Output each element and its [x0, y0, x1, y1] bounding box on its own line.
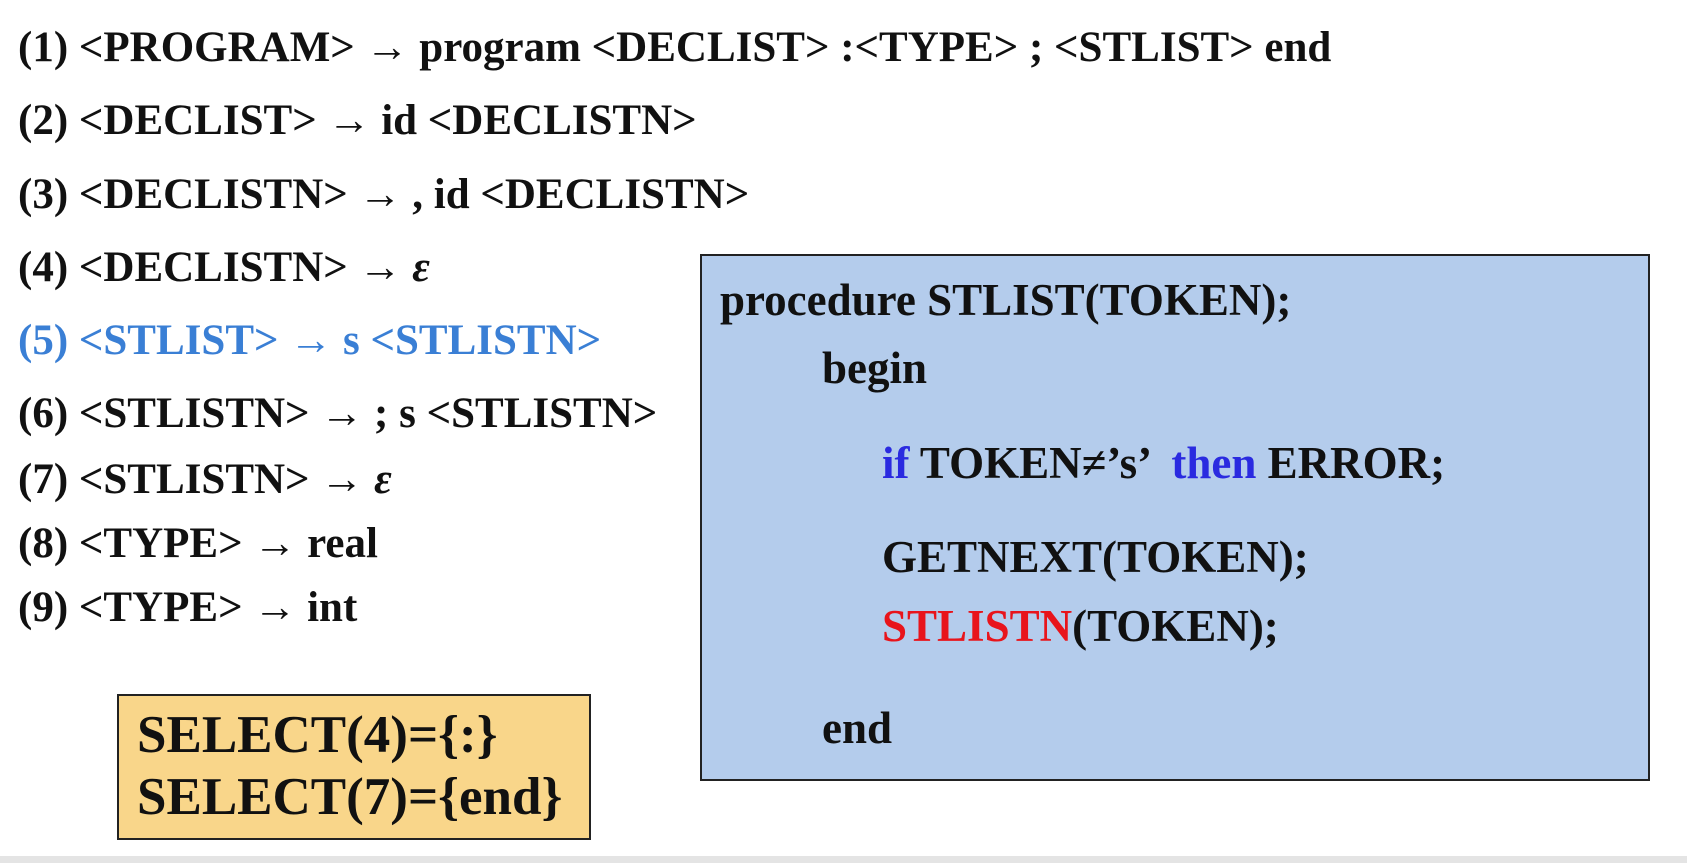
select-7-line: SELECT(7)={end} [137, 768, 563, 826]
rule-text: <STLISTN> → ; s <STLISTN> [78, 390, 658, 437]
rule-text: <STLISTN> → [78, 456, 375, 503]
stlistn-call-args: (TOKEN); [1072, 601, 1279, 651]
rule-text: <STLIST> → s <STLISTN> [78, 317, 602, 364]
epsilon-symbol: ε [412, 244, 430, 291]
rule-number: (4) [18, 244, 69, 291]
rule-number: (2) [18, 97, 69, 144]
rule-number: (7) [18, 456, 69, 503]
then-keyword: then [1171, 438, 1257, 488]
rule-number: (1) [18, 24, 69, 71]
epsilon-symbol: ε [374, 456, 392, 503]
rule-6: (6) <STLISTN> → ; s <STLISTN> [18, 392, 657, 435]
rule-text: <TYPE> → int [78, 584, 358, 631]
rule-3: (3) <DECLISTN> → , id <DECLISTN> [18, 173, 749, 216]
stlistn-call-statement: STLISTN(TOKEN); [882, 604, 1279, 649]
procedure-header: procedure STLIST(TOKEN); [720, 275, 1292, 325]
if-statement: if TOKEN≠’s’ then ERROR; [882, 441, 1445, 486]
if-condition: TOKEN≠’s’ [909, 438, 1161, 488]
procedure-code-box: procedure STLIST(TOKEN); begin if TOKEN≠… [700, 254, 1650, 781]
rule-text: <PROGRAM> → program <DECLIST> :<TYPE> ; … [78, 24, 1332, 71]
rule-4: (4) <DECLISTN> → ε [18, 246, 430, 289]
rule-5-highlighted: (5) <STLIST> → s <STLISTN> [18, 319, 601, 362]
if-keyword: if [882, 438, 910, 488]
rule-2: (2) <DECLIST> → id <DECLISTN> [18, 99, 697, 142]
rule-1: (1) <PROGRAM> → program <DECLIST> :<TYPE… [18, 26, 1331, 69]
select-4-line: SELECT(4)={:} [137, 706, 498, 764]
rule-number: (6) [18, 390, 69, 437]
rule-text: <DECLISTN> → [78, 244, 413, 291]
stlistn-call-name: STLISTN [882, 601, 1073, 651]
rule-number: (8) [18, 520, 69, 567]
rule-number: (9) [18, 584, 69, 631]
getnext-statement: GETNEXT(TOKEN); [882, 532, 1309, 582]
rule-number: (5) [18, 317, 69, 364]
rule-8: (8) <TYPE> → real [18, 522, 378, 565]
end-keyword: end [822, 703, 893, 753]
rule-text: <DECLISTN> → , id <DECLISTN> [78, 171, 750, 218]
rule-text: <TYPE> → real [78, 520, 378, 567]
select-set-box: SELECT(4)={:} SELECT(7)={end} [117, 694, 591, 840]
rule-7: (7) <STLISTN> → ε [18, 458, 392, 501]
begin-keyword: begin [822, 343, 928, 393]
then-action: ERROR; [1256, 438, 1446, 488]
rule-9: (9) <TYPE> → int [18, 586, 357, 629]
rule-text: <DECLIST> → id <DECLISTN> [78, 97, 697, 144]
rule-number: (3) [18, 171, 69, 218]
bottom-divider [0, 856, 1687, 863]
